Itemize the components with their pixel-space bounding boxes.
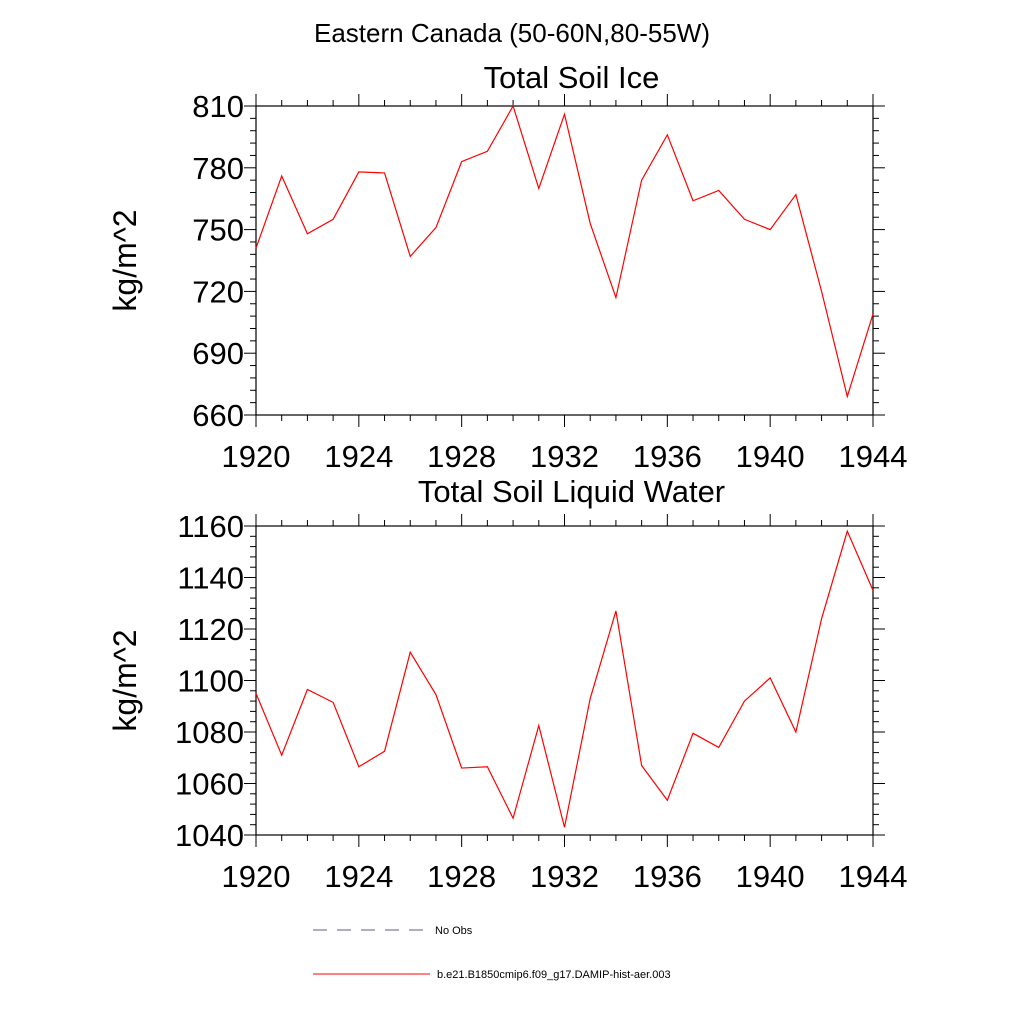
y-tick-label: 720 — [192, 274, 244, 309]
y-tick-label: 1100 — [177, 664, 244, 699]
plot-frame — [255, 525, 874, 836]
panel-total-soil-liquid-water: Total Soil Liquid Water 1920 1924 1928 1932 1… — [107, 474, 907, 894]
x-tick-label: 1920 — [222, 439, 291, 474]
x-tick-label: 1940 — [736, 439, 805, 474]
x-tick-label: 1940 — [736, 859, 805, 894]
x-tick-label: 1920 — [222, 859, 291, 894]
y-tick-label: 1060 — [175, 767, 244, 802]
x-tick-label: 1924 — [324, 859, 393, 894]
x-tick-label: 1944 — [839, 859, 908, 894]
y-axis-label: kg/m^2 — [107, 209, 143, 311]
y-tick-label: 1080 — [175, 715, 244, 750]
y-tick-label: 1140 — [177, 561, 244, 596]
panel-total-soil-ice: Total Soil Ice 1920 1924 1928 1932 1936 1940 19… — [107, 60, 907, 474]
legend: No Obs b.e21.B1850cmip6.f09_g17.DAMIP-hi… — [313, 925, 671, 981]
y-tick-label: 1040 — [175, 818, 244, 853]
y-tick-label: 690 — [192, 336, 244, 371]
legend-label-model-run: b.e21.B1850cmip6.f09_g17.DAMIP-hist-aer.… — [437, 969, 671, 981]
y-tick-label: 1160 — [177, 509, 244, 544]
x-tick-label: 1932 — [530, 439, 599, 474]
x-tick-label: 1928 — [427, 439, 496, 474]
y-tick-label: 750 — [192, 213, 244, 248]
x-tick-label: 1936 — [633, 439, 702, 474]
series-line — [255, 529, 874, 828]
chart-title-total-soil-liquid-water: Total Soil Liquid Water — [418, 474, 725, 509]
y-tick-label: 810 — [192, 89, 244, 124]
x-tick-label: 1924 — [324, 439, 393, 474]
legend-label-no-obs: No Obs — [435, 925, 473, 937]
x-tick-label: 1928 — [427, 859, 496, 894]
x-tick-label: 1936 — [633, 859, 702, 894]
super-title: Eastern Canada (50-60N,80-55W) — [314, 18, 710, 48]
series-line — [255, 104, 874, 399]
plot-frame — [255, 105, 874, 416]
x-tick-label: 1932 — [530, 859, 599, 894]
y-axis-label: kg/m^2 — [107, 629, 143, 731]
x-tick-label: 1944 — [839, 439, 908, 474]
chart-title-total-soil-ice: Total Soil Ice — [484, 60, 660, 95]
y-tick-label: 780 — [192, 151, 244, 186]
y-tick-label: 660 — [192, 398, 244, 433]
y-tick-label: 1120 — [177, 612, 244, 647]
